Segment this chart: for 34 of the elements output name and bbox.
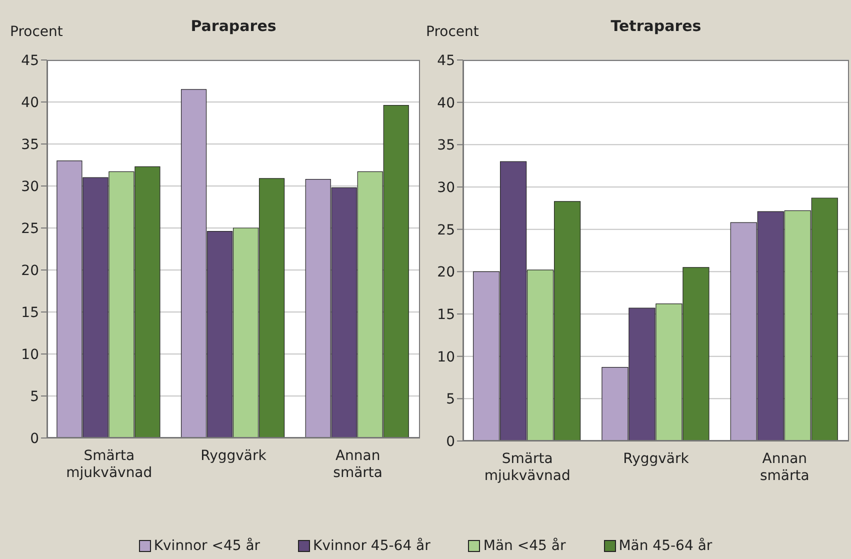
y-tick-label: 0	[446, 434, 455, 450]
y-tick-label: 15	[21, 304, 39, 321]
y-tick-label: 20	[21, 262, 39, 279]
y-tick-label: 0	[30, 430, 39, 447]
y-tick-label: 35	[21, 136, 39, 153]
y-tick-label: 20	[437, 264, 455, 281]
legend-label: Kvinnor <45 år	[154, 538, 260, 554]
x-tick-label: Smärta mjukvävnad	[484, 451, 570, 484]
y-tick-label: 35	[437, 138, 455, 154]
y-tick-label: 30	[437, 180, 455, 196]
y-tick-label: 5	[30, 388, 39, 405]
y-tick-label: 10	[437, 349, 455, 366]
y-tick-label: 15	[437, 306, 455, 323]
chart-title: Parapares	[190, 17, 276, 35]
chart-title: Tetrapares	[610, 17, 702, 35]
legend-label: Kvinnor 45-64 år	[313, 538, 430, 554]
x-tick-label: Annan smärta	[333, 448, 383, 481]
y-axis-title: Procent	[10, 24, 63, 40]
y-tick-label: 5	[446, 392, 455, 408]
x-tick-label: Annan smärta	[760, 451, 810, 484]
y-tick-label: 45	[437, 52, 455, 69]
y-tick-label: 10	[21, 346, 39, 363]
y-tick-label: 40	[21, 94, 39, 111]
y-tick-label: 40	[437, 95, 455, 112]
x-tick-label: Smärta mjukvävnad	[66, 448, 152, 481]
y-axis-title: Procent	[426, 24, 479, 40]
y-tick-label: 25	[21, 220, 39, 237]
y-tick-label: 30	[21, 178, 39, 195]
legend-label: Män 45-64 år	[618, 538, 712, 554]
y-tick-label: 25	[437, 222, 455, 238]
legend-label: Män <45 år	[483, 538, 566, 554]
y-tick-label: 45	[21, 52, 39, 69]
x-tick-label: Ryggvärk	[623, 451, 690, 467]
x-tick-label: Ryggvärk	[200, 448, 268, 464]
